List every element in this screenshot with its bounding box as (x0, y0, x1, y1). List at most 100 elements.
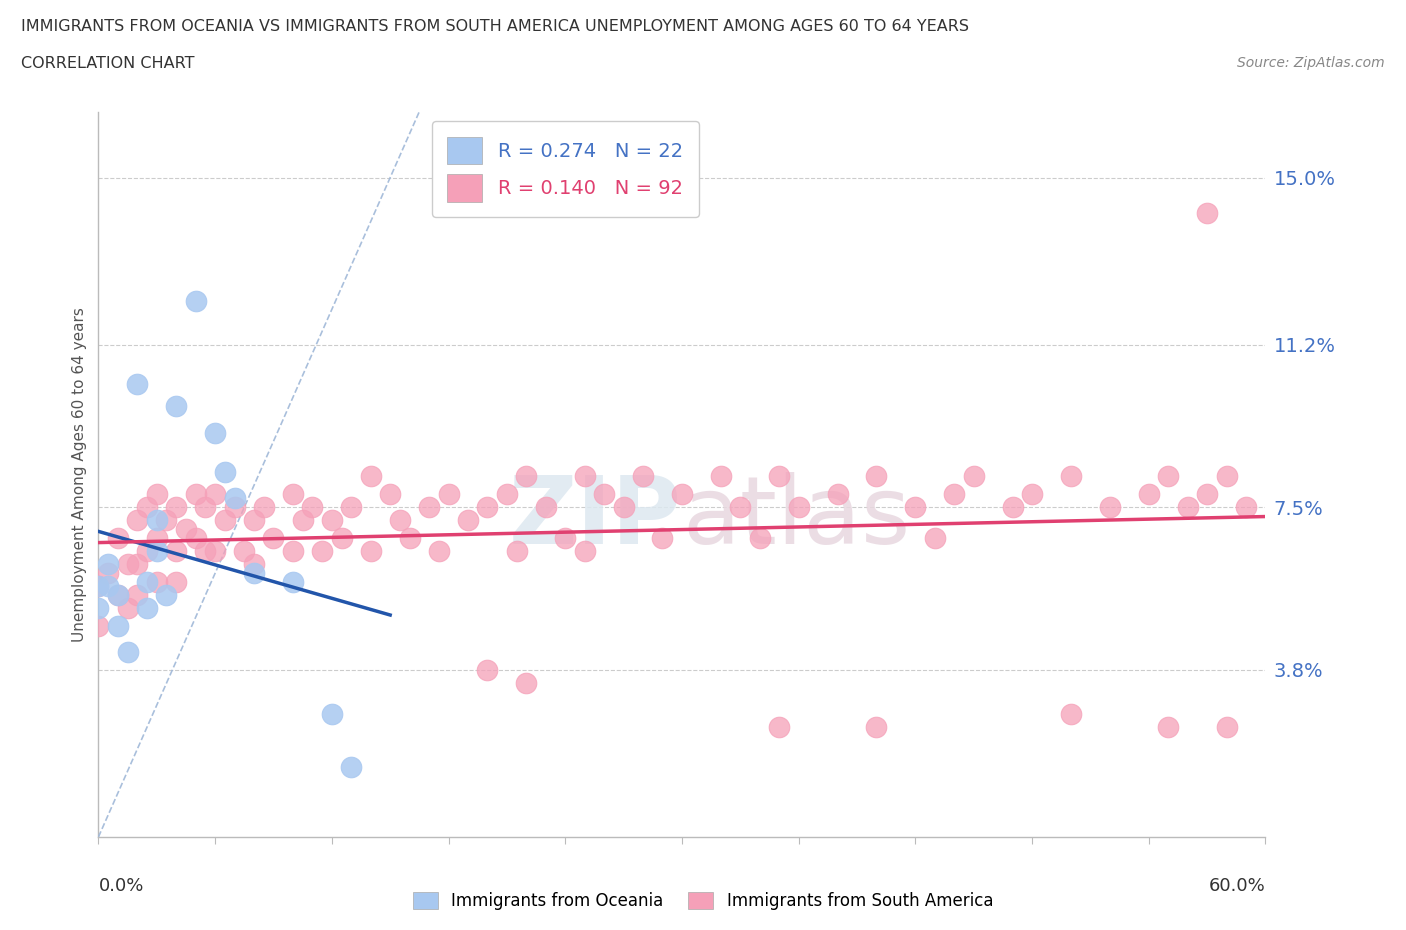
Point (87, 579, 110, 594)
Point (1060, 469, 1083, 484)
Point (243, 557, 266, 572)
Point (574, 469, 596, 484)
Point (184, 531, 207, 546)
Point (107, 588, 129, 603)
Point (194, 544, 217, 559)
Point (1098, 499, 1121, 514)
Point (787, 499, 810, 514)
Point (117, 601, 139, 616)
Point (165, 399, 187, 414)
Point (515, 676, 537, 691)
Point (340, 759, 363, 774)
Text: Source: ZipAtlas.com: Source: ZipAtlas.com (1237, 56, 1385, 70)
Point (574, 544, 596, 559)
Point (865, 720, 887, 735)
Legend: Immigrants from Oceania, Immigrants from South America: Immigrants from Oceania, Immigrants from… (406, 885, 1000, 917)
Point (321, 513, 343, 528)
Point (127, 557, 149, 572)
Point (291, 513, 314, 528)
Point (1157, 720, 1180, 735)
Point (321, 707, 343, 722)
Point (962, 469, 984, 484)
Point (1215, 720, 1237, 735)
Point (107, 531, 129, 546)
Point (340, 499, 363, 514)
Point (233, 544, 256, 559)
Point (427, 544, 450, 559)
Point (1195, 206, 1218, 220)
Point (97, 579, 120, 594)
Text: IMMIGRANTS FROM OCEANIA VS IMMIGRANTS FROM SOUTH AMERICA UNEMPLOYMENT AMONG AGES: IMMIGRANTS FROM OCEANIA VS IMMIGRANTS FR… (21, 19, 969, 33)
Point (184, 486, 207, 501)
Point (904, 499, 927, 514)
Point (1177, 499, 1199, 514)
Point (515, 469, 537, 484)
Point (165, 575, 187, 590)
Text: 0.0%: 0.0% (98, 877, 143, 895)
Point (281, 544, 304, 559)
Point (87, 601, 110, 616)
Point (671, 486, 693, 501)
Text: atlas: atlas (682, 472, 910, 564)
Point (477, 662, 499, 677)
Point (311, 544, 333, 559)
Point (437, 486, 460, 501)
Point (924, 531, 946, 546)
Legend: R = 0.274   N = 22, R = 0.140   N = 92: R = 0.274 N = 22, R = 0.140 N = 92 (432, 121, 699, 218)
Point (146, 486, 169, 501)
Point (107, 618, 129, 633)
Point (127, 513, 149, 528)
Point (496, 486, 519, 501)
Point (146, 544, 169, 559)
Point (204, 544, 226, 559)
Point (943, 486, 966, 501)
Point (748, 531, 770, 546)
Point (136, 544, 159, 559)
Point (224, 499, 246, 514)
Y-axis label: Unemployment Among Ages 60 to 64 years: Unemployment Among Ages 60 to 64 years (72, 307, 87, 642)
Point (477, 499, 499, 514)
Point (165, 499, 187, 514)
Point (534, 499, 557, 514)
Point (768, 720, 790, 735)
Point (418, 499, 440, 514)
Point (224, 491, 246, 506)
Point (117, 644, 139, 659)
Point (730, 499, 752, 514)
Point (301, 499, 323, 514)
Point (631, 469, 654, 484)
Point (1157, 469, 1180, 484)
Point (146, 575, 169, 590)
Point (117, 557, 139, 572)
Point (613, 499, 636, 514)
Point (768, 469, 790, 484)
Point (214, 513, 236, 528)
Point (174, 522, 197, 537)
Point (360, 544, 382, 559)
Point (281, 575, 304, 590)
Point (155, 513, 177, 528)
Point (1195, 486, 1218, 501)
Point (194, 499, 217, 514)
Point (554, 531, 576, 546)
Point (127, 377, 149, 392)
Point (827, 486, 849, 501)
Point (253, 499, 276, 514)
Point (1001, 499, 1024, 514)
Point (505, 544, 527, 559)
Point (184, 293, 207, 308)
Text: 60.0%: 60.0% (1209, 877, 1265, 895)
Point (146, 513, 169, 528)
Point (281, 486, 304, 501)
Point (360, 469, 382, 484)
Point (204, 425, 226, 440)
Point (1215, 469, 1237, 484)
Point (155, 588, 177, 603)
Point (204, 486, 226, 501)
Point (107, 588, 129, 603)
Point (87, 579, 110, 594)
Point (243, 513, 266, 528)
Point (1137, 486, 1160, 501)
Point (388, 513, 411, 528)
Point (214, 465, 236, 480)
